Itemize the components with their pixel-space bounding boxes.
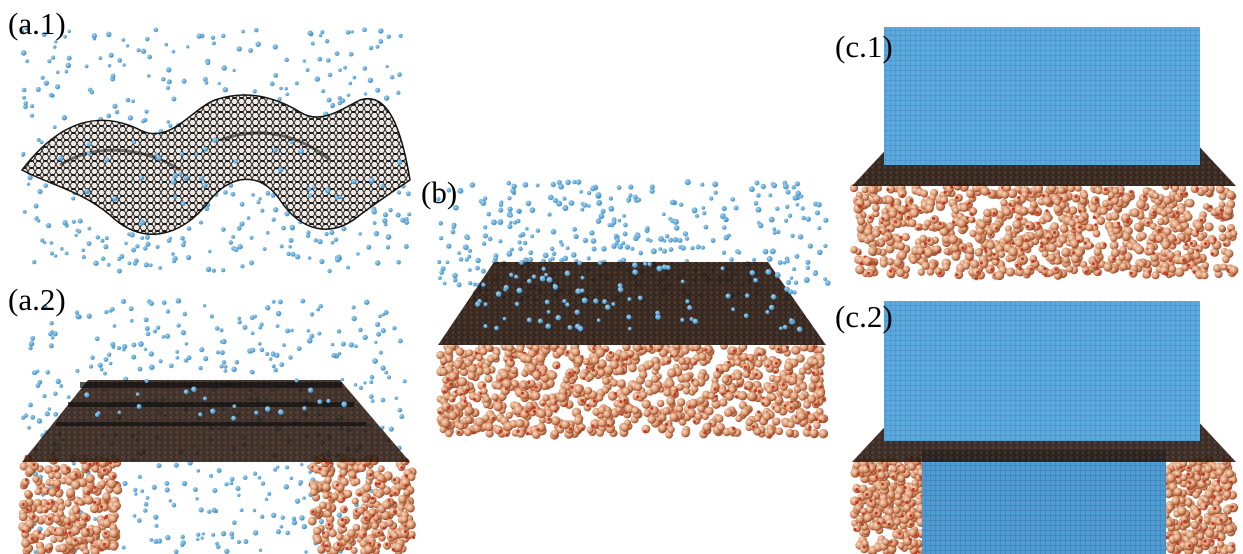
substrate-pillar-left xyxy=(18,454,123,554)
water-molecules-front xyxy=(468,259,803,333)
panel-c1-graphic xyxy=(849,27,1239,281)
panel-label-a1: (a.1) xyxy=(8,6,66,41)
water-box xyxy=(884,27,1200,165)
substrate-pillar-right xyxy=(1162,456,1239,554)
panel-label-c2: (c.2) xyxy=(835,299,893,334)
water-molecules-front xyxy=(59,328,382,421)
panel-a1-graphic xyxy=(20,26,412,274)
substrate-block xyxy=(849,181,1239,281)
panel-label-a2: (a.2) xyxy=(8,282,66,317)
panel-label-b: (b) xyxy=(421,175,458,210)
graphene-sheet xyxy=(438,262,826,345)
wavy-graphene-sheet xyxy=(20,94,411,236)
water-molecules-front xyxy=(39,137,403,273)
panel-label-c1: (c.1) xyxy=(835,29,893,64)
graphene-sheet xyxy=(22,380,410,462)
panel-a2-graphic xyxy=(18,298,417,554)
substrate-pillar-right xyxy=(307,454,417,554)
substrate-block xyxy=(436,341,829,440)
substrate-pillar-left xyxy=(849,456,927,554)
water-box xyxy=(884,301,1200,441)
panel-c2-graphic xyxy=(849,301,1239,554)
water-filled-gap xyxy=(922,450,1166,554)
panel-b-graphic xyxy=(436,179,831,440)
